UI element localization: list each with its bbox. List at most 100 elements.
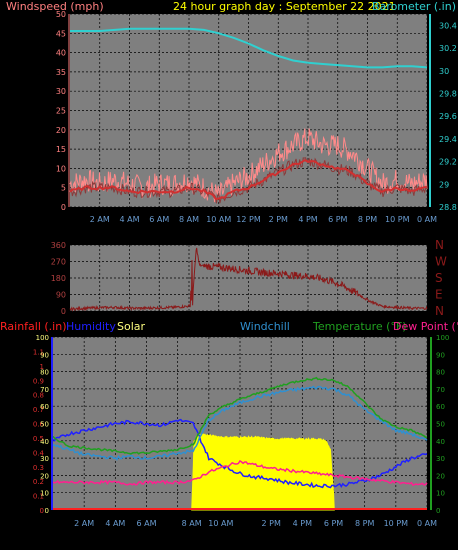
x-tick-label: 8 AM xyxy=(182,519,202,528)
x-tick-label: 8 PM xyxy=(358,215,377,224)
x-tick-label: 6 AM xyxy=(149,215,169,224)
humidity-tick-label: 100 xyxy=(36,334,49,342)
barometer-line xyxy=(70,27,428,69)
humidity-tick-label: 20 xyxy=(40,472,49,480)
x-tick-label: 4 AM xyxy=(105,519,125,528)
wind-baro-grid xyxy=(70,13,428,208)
humidity-label: Humidity xyxy=(66,320,116,333)
humidity-tick-label: 50 xyxy=(40,421,49,429)
wind-baro-series xyxy=(69,27,428,204)
windspeed-tick-label: 40 xyxy=(56,49,66,58)
rainfall-tick-label: 0.1 xyxy=(33,493,44,501)
windchill-line xyxy=(52,385,428,461)
x-tick-label: 8 AM xyxy=(179,215,199,224)
temperature-tick-label: 40 xyxy=(436,438,445,446)
rainfall-tick-label: 0.2 xyxy=(33,478,44,486)
dewpoint-line xyxy=(52,459,428,487)
windspeed-tick-label: 25 xyxy=(56,107,66,116)
x-tick-label: 10 AM xyxy=(208,519,233,528)
temperature-line xyxy=(52,376,428,455)
windspeed-tick-label: 20 xyxy=(56,126,66,135)
compass-label: N xyxy=(435,304,444,318)
rainfall-axis-label: Rainfall (.in) xyxy=(0,320,67,333)
temperature-tick-label: 90 xyxy=(436,351,445,359)
barometer-tick-label: 30.2 xyxy=(439,44,457,53)
x-tick-label: 2 PM xyxy=(261,519,280,528)
compass-label: N xyxy=(435,238,444,252)
windchill-label: Windchill xyxy=(240,320,290,333)
solar-area xyxy=(191,432,335,511)
temperature-tick-label: 20 xyxy=(436,472,445,480)
windspeed-tick-label: 15 xyxy=(56,145,66,154)
weather-panel: 00.10.20.30.40.50.60.70.80.911.101020304… xyxy=(33,334,450,528)
rainfall-tick-label: 0.4 xyxy=(33,449,45,457)
humidity-tick-label: 90 xyxy=(40,351,49,359)
direction-tick-label: 90 xyxy=(56,291,66,300)
compass-label: E xyxy=(435,288,443,302)
x-tick-label: 4 PM xyxy=(298,215,317,224)
compass-label: W xyxy=(435,255,447,269)
dewpoint-label: Dew Point (°F xyxy=(393,320,458,333)
windspeed-axis-label: Windspeed (mph) xyxy=(6,0,104,13)
x-tick-label: 0 AM xyxy=(417,215,437,224)
x-tick-label: 10 AM xyxy=(206,215,231,224)
rainfall-tick-label: 0.7 xyxy=(33,406,44,414)
compass-label: S xyxy=(435,271,443,285)
windspeed-tick-label: 10 xyxy=(56,164,66,173)
temperature-tick-label: 30 xyxy=(436,455,445,463)
humidity-tick-label: 60 xyxy=(40,403,49,411)
direction-tick-label: 0 xyxy=(61,307,66,316)
humidity-tick-label: 0 xyxy=(45,507,49,515)
rainfall-tick-label: 0.5 xyxy=(33,435,44,443)
rainfall-tick-label: 0 xyxy=(40,507,44,515)
x-tick-label: 2 PM xyxy=(269,215,288,224)
direction-tick-label: 270 xyxy=(51,258,66,267)
barometer-tick-label: 29.8 xyxy=(439,89,457,98)
windspeed-tick-label: 35 xyxy=(56,68,66,77)
humidity-tick-label: 70 xyxy=(40,386,49,394)
temperature-tick-label: 0 xyxy=(436,507,440,515)
x-tick-label: 2 AM xyxy=(74,519,94,528)
weather-series xyxy=(52,376,428,511)
rainfall-tick-label: 0.6 xyxy=(33,421,45,429)
humidity-line xyxy=(52,418,428,489)
direction-tick-label: 360 xyxy=(51,241,66,250)
temperature-tick-label: 50 xyxy=(436,421,445,429)
humidity-tick-label: 40 xyxy=(40,438,49,446)
rainfall-tick-label: 0.8 xyxy=(33,392,44,400)
rainfall-tick-label: 0.3 xyxy=(33,464,44,472)
solar-label: Solar xyxy=(117,320,146,333)
barometer-tick-label: 28.8 xyxy=(439,203,457,212)
temperature-tick-label: 100 xyxy=(436,334,449,342)
x-tick-label: 0 AM xyxy=(417,519,437,528)
temperature-tick-label: 60 xyxy=(436,403,445,411)
wind-average-line xyxy=(69,158,428,200)
x-tick-label: 6 PM xyxy=(328,215,347,224)
rainfall-tick-label: 1.1 xyxy=(33,348,44,356)
x-tick-label: 10 PM xyxy=(384,519,409,528)
humidity-tick-label: 30 xyxy=(40,455,49,463)
wind-direction-line xyxy=(69,247,428,312)
barometer-tick-label: 29 xyxy=(439,180,449,189)
barometer-tick-label: 30.4 xyxy=(439,21,457,30)
windspeed-tick-label: 50 xyxy=(56,10,66,19)
wind-speed-line xyxy=(69,157,428,204)
barometer-tick-label: 29.6 xyxy=(439,112,457,121)
barometer-tick-label: 29.2 xyxy=(439,158,457,167)
humidity-tick-label: 10 xyxy=(40,490,49,498)
x-tick-label: 2 AM xyxy=(90,215,110,224)
x-tick-label: 4 AM xyxy=(119,215,139,224)
x-tick-label: 4 PM xyxy=(293,519,312,528)
barometer-axis-label: Barometer (.in) xyxy=(372,0,456,13)
windspeed-tick-label: 45 xyxy=(56,29,66,38)
temperature-tick-label: 80 xyxy=(436,369,445,377)
barometer-tick-label: 29.4 xyxy=(439,135,457,144)
windspeed-tick-label: 30 xyxy=(56,87,66,96)
x-tick-label: 8 PM xyxy=(355,519,374,528)
x-tick-label: 6 PM xyxy=(324,519,343,528)
temperature-label: Temperature (°F) xyxy=(312,320,407,333)
direction-tick-label: 180 xyxy=(51,274,66,283)
